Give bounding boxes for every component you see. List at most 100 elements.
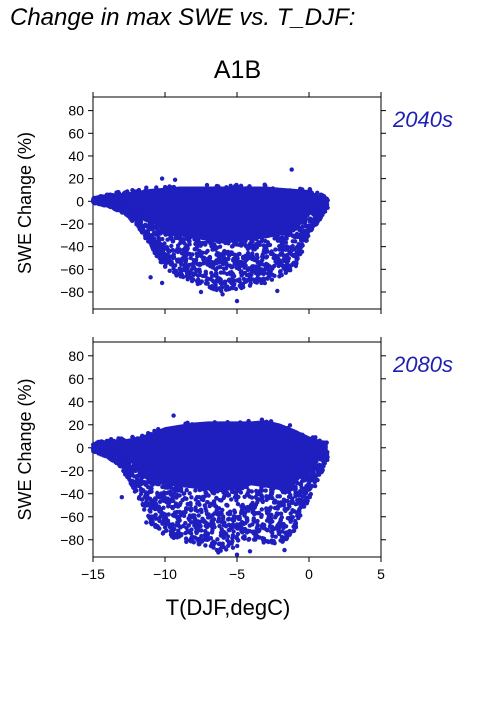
data-point [194, 261, 200, 266]
data-point [226, 543, 231, 548]
y-tick-label: −20 [60, 463, 84, 479]
data-point [287, 528, 292, 534]
data-point [230, 273, 236, 279]
data-point [211, 524, 216, 529]
data-point [173, 501, 179, 506]
data-point [265, 240, 270, 245]
data-point [298, 513, 303, 518]
data-point [170, 531, 175, 536]
data-point [91, 199, 96, 204]
y-tick-label: 0 [76, 440, 84, 456]
data-point [155, 247, 161, 252]
data-point [281, 253, 286, 258]
y-tick-label: −60 [60, 509, 84, 525]
data-point [184, 250, 190, 256]
y-tick-label: 20 [68, 171, 84, 187]
data-point [183, 520, 188, 526]
data-point [209, 270, 214, 276]
data-point [178, 500, 183, 506]
data-point [189, 495, 194, 500]
data-point [170, 522, 175, 527]
data-point [193, 267, 199, 272]
data-point [230, 535, 235, 541]
data-point [196, 541, 201, 547]
data-point [194, 238, 199, 243]
data-point [174, 495, 179, 500]
data-point [128, 472, 134, 477]
data-point [242, 505, 247, 510]
data-point [165, 256, 171, 261]
outlier-point [220, 292, 225, 297]
data-point [273, 500, 278, 505]
data-point [174, 509, 180, 515]
data-point [278, 236, 283, 241]
data-point [211, 545, 216, 550]
data-point [288, 251, 293, 256]
data-point [264, 506, 269, 511]
data-point [276, 521, 281, 527]
data-point [233, 257, 238, 262]
x-tick-label: −5 [229, 566, 245, 582]
data-point [210, 528, 215, 533]
y-tick-label: 40 [68, 148, 84, 164]
data-point [189, 278, 195, 284]
data-point [293, 491, 298, 497]
data-point [320, 212, 325, 218]
data-point [286, 494, 292, 499]
data-point [221, 495, 226, 501]
data-point [224, 250, 230, 255]
data-point [224, 260, 229, 266]
data-point [121, 210, 126, 215]
data-point [174, 531, 180, 537]
data-point [290, 500, 295, 505]
data-point [151, 243, 156, 249]
data-point [159, 491, 164, 496]
data-point [205, 248, 210, 254]
data-point [287, 266, 293, 271]
data-point [300, 502, 306, 507]
data-point [235, 501, 241, 507]
data-point [165, 237, 170, 242]
data-point [253, 494, 258, 500]
data-point [273, 515, 278, 520]
data-point [132, 489, 138, 494]
data-point [189, 515, 195, 520]
data-point [312, 212, 317, 217]
data-point [135, 219, 140, 225]
data-point [311, 478, 317, 483]
data-point [149, 514, 154, 519]
data-point [235, 543, 240, 549]
data-point [196, 500, 201, 505]
data-point [295, 234, 300, 240]
data-point [232, 261, 237, 266]
data-point [106, 453, 112, 459]
data-point [249, 254, 255, 259]
y-tick-label: 40 [68, 394, 84, 410]
data-point [219, 519, 224, 525]
data-point [182, 241, 187, 246]
data-point [314, 221, 319, 226]
data-point [287, 423, 293, 428]
data-point [244, 279, 249, 284]
data-point [219, 527, 224, 532]
data-point [157, 499, 163, 504]
data-point [158, 231, 163, 236]
data-point [291, 261, 296, 267]
data-point [197, 248, 202, 253]
data-point [136, 211, 142, 216]
data-point [196, 277, 201, 282]
data-point [197, 281, 203, 286]
data-point [309, 484, 314, 489]
data-point [285, 245, 290, 250]
data-point [176, 271, 182, 277]
data-point [278, 270, 283, 275]
data-point [126, 209, 131, 214]
data-point [199, 509, 204, 515]
data-point [223, 287, 229, 292]
data-point [258, 259, 264, 264]
data-point [193, 488, 198, 493]
data-point [215, 537, 220, 542]
data-point [232, 508, 237, 513]
data-point [220, 257, 225, 263]
